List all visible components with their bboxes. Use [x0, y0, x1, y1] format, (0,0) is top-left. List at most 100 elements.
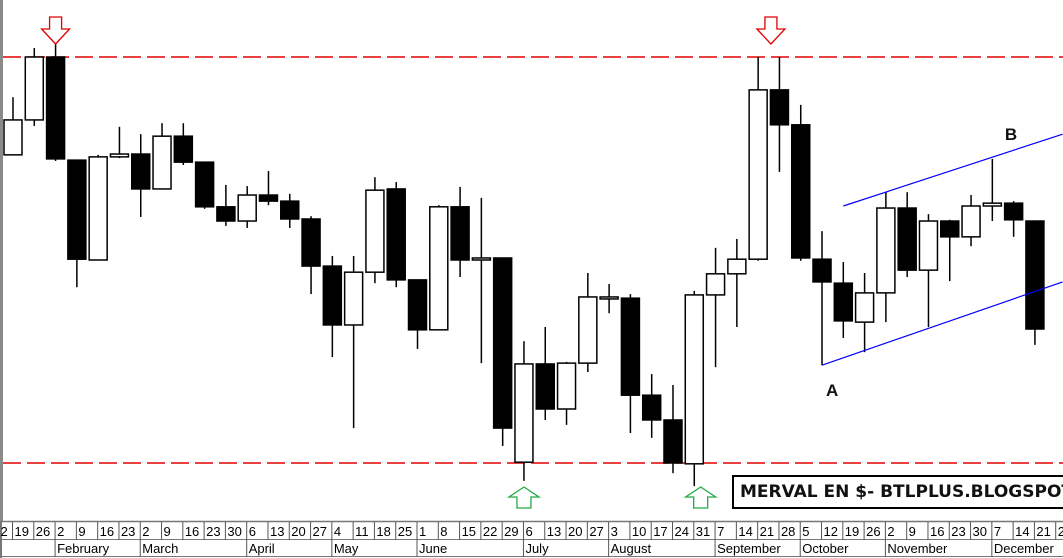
week-label: 12: [0, 524, 8, 539]
chart-caption-box: MERVAL EN $- BTLPLUS.BLOGSPOT.CO: [732, 475, 1063, 509]
candle-body-up: [727, 258, 747, 275]
week-label: 2: [57, 524, 64, 539]
candle-body-down: [833, 282, 854, 322]
month-label: February: [57, 541, 110, 556]
candle-body-up: [343, 271, 364, 326]
candle-body-down: [1025, 220, 1045, 330]
week-label: 2: [142, 524, 149, 539]
candle-body-down: [790, 124, 811, 259]
candle-body-down: [663, 419, 683, 464]
candle: [982, 158, 1003, 222]
week-label: 3: [611, 524, 618, 539]
month-label: June: [419, 541, 447, 556]
candle-body-down: [769, 89, 790, 126]
week-label: 26: [866, 524, 880, 539]
week-label: 7: [717, 524, 724, 539]
candle: [152, 123, 172, 190]
left-border: [0, 0, 3, 521]
candle: [258, 171, 279, 206]
week-label: 23: [951, 524, 965, 539]
candle: [599, 283, 619, 314]
candle: [280, 193, 300, 228]
candle: [24, 48, 45, 127]
candle-body-down: [67, 159, 87, 260]
candle: [897, 192, 917, 278]
candle-body-down: [322, 265, 343, 326]
week-label: 16: [100, 524, 114, 539]
candle-body-up: [684, 294, 705, 465]
week-label: 5: [802, 524, 809, 539]
week-label: 23: [121, 524, 135, 539]
week-label: 20: [291, 524, 305, 539]
chart-caption: MERVAL EN $- BTLPLUS.BLOGSPOT.CO: [740, 482, 1063, 502]
candle: [556, 361, 577, 425]
candle: [173, 123, 194, 165]
candle: [322, 255, 343, 358]
candle-body-up: [578, 296, 598, 364]
candle: [45, 43, 66, 161]
candle-body-up: [876, 207, 896, 294]
month-label: March: [142, 541, 178, 556]
candle: [876, 192, 896, 323]
candle-body-up: [961, 205, 981, 238]
candle-body-up: [514, 363, 534, 463]
candle-body-down: [535, 363, 555, 410]
candle-body-up: [471, 257, 492, 261]
candle: [194, 161, 215, 209]
candle: [748, 57, 768, 261]
candle: [663, 385, 683, 474]
week-label: 28: [1058, 524, 1063, 539]
candle: [471, 197, 492, 364]
annotation-b: B: [1005, 125, 1017, 144]
candle-body-up: [429, 206, 449, 331]
month-label: May: [334, 541, 359, 556]
candle: [705, 247, 726, 368]
week-label: 14: [1015, 524, 1029, 539]
candle: [237, 186, 257, 228]
candle: [535, 326, 555, 420]
month-label: October: [802, 541, 849, 556]
candle: [1003, 201, 1024, 237]
candle: [429, 205, 449, 331]
week-label: 27: [589, 524, 603, 539]
week-label: 9: [909, 524, 916, 539]
week-label: 13: [270, 524, 284, 539]
candle-body-up: [556, 362, 577, 410]
candle: [365, 177, 385, 284]
candle: [812, 231, 832, 366]
month-label: September: [717, 541, 781, 556]
candle: [514, 341, 534, 481]
candle-body-up: [748, 89, 768, 260]
candle-body-down: [130, 153, 151, 190]
candle-body-up: [24, 56, 45, 121]
week-label: 30: [973, 524, 987, 539]
week-label: 10: [632, 524, 646, 539]
candle-body-down: [620, 297, 641, 396]
candle: [769, 57, 790, 172]
candle-body-down: [386, 188, 406, 281]
candle: [216, 184, 236, 226]
candle: [918, 214, 939, 327]
candle: [684, 290, 705, 487]
candle-body-down: [301, 218, 321, 267]
candle: [3, 97, 23, 156]
month-label: December: [994, 541, 1055, 556]
candle: [109, 126, 130, 159]
candle-body-down: [280, 200, 300, 220]
candle: [407, 279, 428, 349]
candle: [961, 195, 981, 247]
candle: [790, 104, 811, 261]
arrow-up-icon: [506, 486, 542, 509]
month-label: November: [887, 541, 948, 556]
week-label: 8: [440, 524, 447, 539]
candle-body-up: [3, 119, 23, 156]
candle-body-up: [365, 189, 385, 273]
channel-upper-line: [843, 133, 1063, 207]
candle-body-down: [45, 56, 66, 160]
week-label: 6: [249, 524, 256, 539]
candle-body-down: [641, 394, 662, 421]
candle-body-down: [216, 206, 236, 222]
week-label: 19: [15, 524, 29, 539]
week-label: 24: [674, 524, 688, 539]
